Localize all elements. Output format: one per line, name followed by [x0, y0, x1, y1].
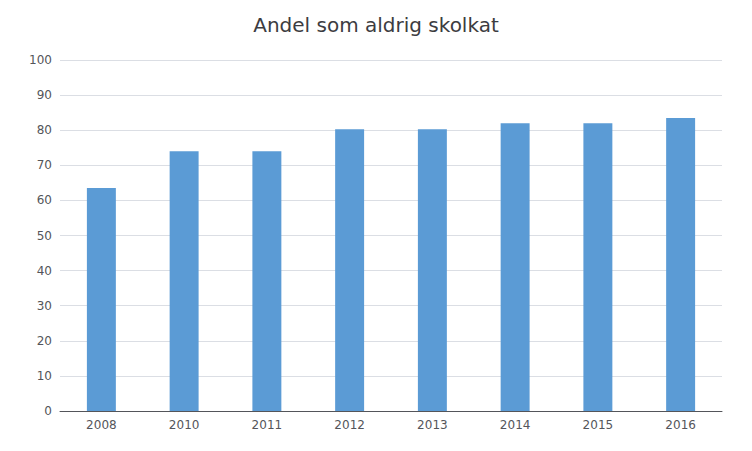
svg-text:20: 20: [37, 334, 52, 348]
svg-text:90: 90: [37, 88, 52, 102]
svg-text:100: 100: [29, 53, 52, 67]
svg-text:2011: 2011: [252, 418, 283, 432]
svg-text:60: 60: [37, 193, 52, 207]
svg-text:2015: 2015: [583, 418, 614, 432]
svg-text:70: 70: [37, 158, 52, 172]
svg-text:30: 30: [37, 299, 52, 313]
svg-text:2012: 2012: [334, 418, 365, 432]
svg-text:2013: 2013: [417, 418, 448, 432]
svg-text:50: 50: [37, 229, 52, 243]
svg-text:2010: 2010: [169, 418, 200, 432]
svg-text:40: 40: [37, 264, 52, 278]
svg-text:0: 0: [44, 404, 52, 418]
svg-text:2014: 2014: [500, 418, 531, 432]
svg-text:10: 10: [37, 369, 52, 383]
svg-text:2016: 2016: [665, 418, 696, 432]
svg-text:80: 80: [37, 123, 52, 137]
svg-text:Andel som aldrig skolkat: Andel som aldrig skolkat: [253, 13, 499, 37]
svg-text:2008: 2008: [86, 418, 117, 432]
